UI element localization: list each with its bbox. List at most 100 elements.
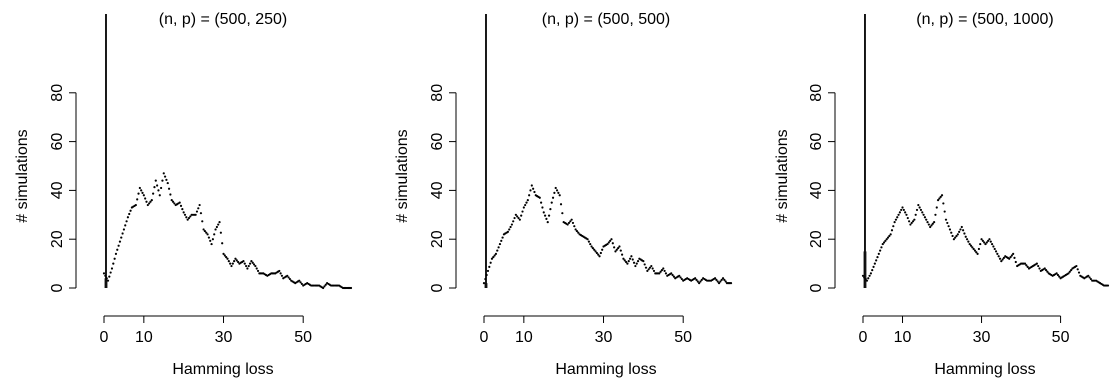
panel-2-point — [492, 255, 495, 259]
panel-1-point — [152, 192, 155, 195]
panel-1-point — [114, 252, 118, 255]
panel-3-point — [940, 194, 944, 197]
panel-3-point — [958, 230, 961, 233]
panel-3-point — [884, 239, 887, 242]
panel-3-point — [998, 257, 1002, 260]
panel-1-point — [122, 228, 126, 231]
panel-1-point — [117, 244, 120, 247]
panel-2-point — [561, 212, 564, 215]
panel-3-point — [971, 246, 974, 249]
panel-1-point — [323, 285, 326, 288]
panel-2-point — [626, 262, 629, 265]
panel-3-point — [1076, 268, 1079, 271]
panel-3-point — [913, 218, 916, 221]
panel-2-point — [591, 247, 594, 250]
panel-1-point — [149, 200, 152, 203]
panel-1-point — [104, 274, 107, 277]
panel-2-point — [621, 253, 624, 256]
panel-1-point — [252, 263, 256, 266]
panel-2-point — [636, 260, 640, 263]
panel-3-point — [950, 231, 953, 234]
panel-1-point — [105, 277, 108, 280]
panel-2-ytick-label: 0 — [429, 283, 446, 292]
panel-3-point — [905, 213, 908, 216]
panel-1-point — [158, 194, 161, 197]
panel-1-point — [248, 262, 252, 265]
panel-3-point — [877, 252, 880, 255]
panel-3-point — [910, 221, 913, 225]
panel-3-point — [954, 236, 957, 239]
panel-2-point — [643, 263, 646, 266]
panel-2-point — [719, 280, 722, 283]
panel-1-point — [165, 178, 168, 181]
panel-1-point — [322, 286, 325, 290]
panel-3-point — [951, 234, 954, 238]
panel-3-point — [1043, 267, 1046, 270]
panel-3-point — [918, 206, 921, 209]
panel-1-point — [136, 198, 139, 201]
panel-3-point — [908, 220, 911, 223]
panel-2-point — [644, 266, 648, 269]
panel-1-point — [146, 203, 149, 207]
panel-3-point — [917, 203, 920, 207]
panel-2-point — [623, 259, 626, 262]
panel-3-point — [896, 216, 899, 219]
panel-3-point — [976, 252, 979, 255]
panel-3-point — [1087, 274, 1090, 277]
panel-1-point — [163, 175, 167, 178]
panel-1-point — [116, 248, 119, 251]
panel-2-point — [696, 280, 699, 283]
panel-1-point — [209, 239, 212, 242]
panel-1-ytick-label: 60 — [49, 133, 66, 151]
panel-1-point — [128, 212, 131, 216]
panel-1-point — [120, 236, 123, 239]
panel-2-point — [721, 277, 725, 280]
panel-3-ytick-label: 40 — [808, 181, 825, 199]
panel-1-point — [242, 260, 245, 263]
panel-3-point — [892, 225, 895, 228]
panel-3-point — [969, 244, 973, 247]
panel-3-point — [897, 213, 900, 216]
panel-2-point — [609, 239, 612, 242]
panel-2-point — [486, 269, 490, 273]
panel-3-point — [973, 249, 977, 252]
panel-1-point — [226, 257, 229, 260]
panel-2-point — [679, 276, 682, 279]
panel-1-point — [179, 204, 183, 207]
panel-1-point — [256, 269, 260, 273]
panel-2-xtick-label: 30 — [595, 329, 613, 346]
panel-2-point — [524, 203, 527, 207]
panel-3-point — [1044, 269, 1048, 272]
panel-2-point — [619, 249, 622, 252]
panel-3-point — [1068, 270, 1071, 273]
panel-2-point — [522, 206, 525, 209]
panel-3-point — [872, 265, 875, 268]
panel-1-point — [227, 260, 230, 263]
panel-3-point — [1058, 275, 1061, 278]
panel-3-point — [882, 241, 886, 244]
panel-2-point — [551, 196, 555, 199]
panel-2-point — [516, 215, 519, 218]
panel-1-point — [166, 181, 169, 185]
panel-2-point — [482, 282, 486, 285]
panel-1-point — [160, 186, 163, 190]
panel-1-point — [144, 197, 147, 200]
panel-3-point — [923, 216, 927, 219]
panel-3-point — [993, 247, 996, 251]
panel-1-point — [213, 233, 216, 236]
panel-2-point — [525, 201, 528, 204]
panel-1-point — [278, 269, 281, 273]
panel-2-point — [589, 242, 592, 246]
panel-3-point — [967, 240, 970, 243]
panel-3-point — [943, 210, 946, 213]
panel-2-point — [571, 221, 575, 225]
panel-2-point — [553, 191, 556, 194]
panel-2-point — [601, 248, 604, 251]
panel-2-point — [518, 218, 521, 221]
panel-2-point — [678, 274, 681, 277]
panel-1-point — [170, 199, 173, 202]
panel-3-point — [994, 250, 998, 253]
panel-2-point — [699, 280, 702, 283]
panel-3-point — [1025, 264, 1028, 267]
panel-2-point — [490, 257, 494, 260]
